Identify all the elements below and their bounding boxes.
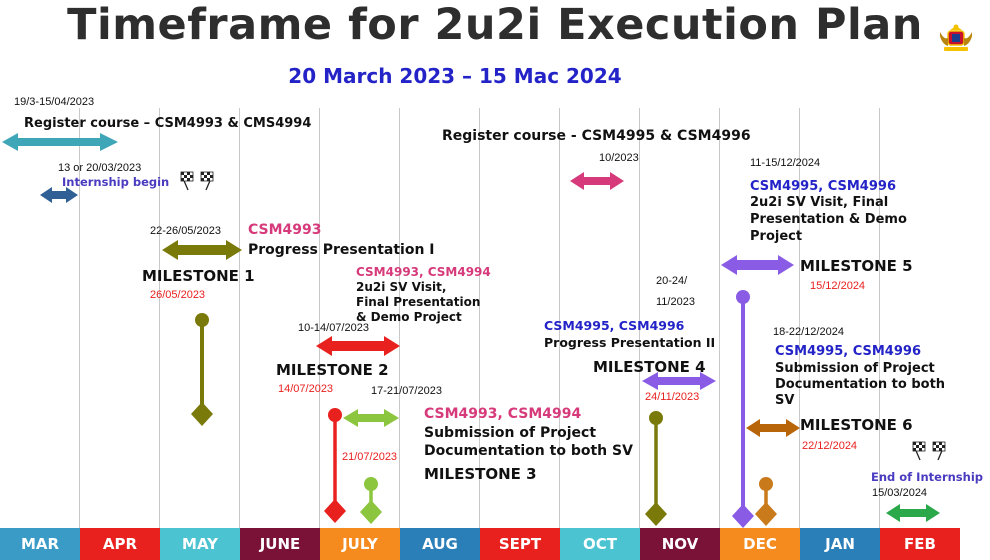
month-cell: AUG <box>400 528 480 560</box>
month-cell: DEC <box>720 528 800 560</box>
milestone-5-date: 11-15/12/2024 <box>750 157 821 169</box>
milestone-6-red-date: 22/12/2024 <box>802 440 858 452</box>
milestone-3-code: CSM4993, CSM4994 <box>424 406 582 422</box>
register-1-date: 19/3-15/04/2023 <box>14 96 95 108</box>
grid-line <box>639 108 640 528</box>
milestone-4-red-date: 24/11/2023 <box>645 391 700 403</box>
milestone-6-line1: Submission of Project <box>775 361 935 376</box>
milestone-1-text: Progress Presentation I <box>248 242 435 258</box>
milestone-2-line1: 2u2i SV Visit, <box>356 280 447 294</box>
milestone-3-arrow <box>343 409 399 427</box>
month-cell: SEPT <box>480 528 560 560</box>
milestone-4-marker <box>645 411 667 526</box>
milestone-6-code: CSM4995, CSM4996 <box>775 344 921 359</box>
month-cell: JULY <box>320 528 400 560</box>
register-arrow-1 <box>2 133 118 151</box>
milestone-5-line3: Project <box>750 229 803 244</box>
grid-line <box>239 108 240 528</box>
milestone-3-marker <box>360 477 382 524</box>
month-cell: NOV <box>640 528 720 560</box>
internship-text: Internship begin <box>62 175 170 189</box>
month-cell: APR <box>80 528 160 560</box>
milestone-2-line2: Final Presentation <box>356 295 481 309</box>
milestone-6-arrow <box>746 419 800 437</box>
milestone-2-label: MILESTONE 2 <box>276 361 389 379</box>
grid-line <box>399 108 400 528</box>
milestone-4-label: MILESTONE 4 <box>593 358 706 376</box>
milestone-1-code: CSM4993 <box>248 222 322 238</box>
milestone-3-line2: Documentation to both SV <box>424 443 633 459</box>
month-cell: MAY <box>160 528 240 560</box>
milestone-5-line1: 2u2i SV Visit, Final <box>750 195 889 210</box>
month-cell: JAN <box>800 528 880 560</box>
grid-line <box>719 108 720 528</box>
milestone-4-arrow <box>642 372 716 390</box>
milestone-3-line1: Submission of Project <box>424 425 597 441</box>
end-internship-date: 15/03/2024 <box>872 487 928 499</box>
register-2-date: 10/2023 <box>599 152 639 164</box>
grid-line <box>79 108 80 528</box>
milestone-1-red-date: 26/05/2023 <box>150 289 206 301</box>
milestone-4-text: Progress Presentation II <box>544 335 716 350</box>
milestone-1-marker <box>191 313 213 426</box>
register-arrow-2 <box>570 172 624 190</box>
grid-line <box>319 108 320 528</box>
checkered-flag-icon <box>912 441 946 461</box>
month-cell: OCT <box>560 528 640 560</box>
page-subtitle: 20 March 2023 – 15 Mac 2024 <box>288 64 622 88</box>
milestone-2-marker <box>324 408 346 523</box>
grid-line <box>559 108 560 528</box>
milestone-2-line3: & Demo Project <box>356 310 462 324</box>
milestone-5-label: MILESTONE 5 <box>800 257 913 275</box>
internship-arrow <box>40 187 78 203</box>
grid-line <box>799 108 800 528</box>
milestone-6-line2: Documentation to both <box>775 377 946 392</box>
milestone-6-date: 18-22/12/2024 <box>773 326 844 338</box>
grid-line <box>159 108 160 528</box>
end-internship-text: End of Internship <box>871 470 984 484</box>
milestone-2-red-date: 14/07/2023 <box>278 383 334 395</box>
checkered-flag-icon <box>180 171 214 191</box>
milestone-1-label: MILESTONE 1 <box>142 267 255 285</box>
milestone-5-red-date: 15/12/2024 <box>810 280 866 292</box>
milestone-5-code: CSM4995, CSM4996 <box>750 179 896 194</box>
milestone-6-label: MILESTONE 6 <box>800 416 913 434</box>
milestone-6-line3: SV <box>775 393 795 408</box>
page-title: Timeframe for 2u2i Execution Plan <box>67 0 923 50</box>
milestone-4-date-part2: 11/2023 <box>656 296 695 308</box>
milestone-3-date: 17-21/07/2023 <box>371 385 442 397</box>
milestone-6-marker <box>755 477 777 526</box>
coat-of-arms-icon <box>940 24 972 51</box>
milestone-1-date: 22-26/05/2023 <box>150 225 221 237</box>
end-internship-arrow <box>886 504 940 522</box>
milestone-3-red-date: 21/07/2023 <box>342 451 398 463</box>
month-cell: MAR <box>0 528 80 560</box>
milestone-2-date: 10-14/07/2023 <box>298 322 369 334</box>
register-1-text: Register course – CSM4993 & CMS4994 <box>24 116 312 131</box>
milestone-5-marker <box>732 290 754 528</box>
month-cell: JUNE <box>240 528 320 560</box>
milestone-5-arrow <box>721 255 794 275</box>
month-cell: FEB <box>880 528 960 560</box>
register-2-text: Register course - CSM4995 & CSM4996 <box>442 128 751 144</box>
milestone-2-arrow <box>316 336 400 356</box>
milestone-3-label: MILESTONE 3 <box>424 465 537 483</box>
milestone-5-line2: Presentation & Demo <box>750 212 907 227</box>
milestone-4-code: CSM4995, CSM4996 <box>544 318 685 333</box>
milestone-4-date-part1: 20-24/ <box>656 275 688 287</box>
grid-line <box>479 108 480 528</box>
grid-line <box>879 108 880 528</box>
internship-date: 13 or 20/03/2023 <box>58 162 142 174</box>
milestone-2-code: CSM4993, CSM4994 <box>356 265 491 279</box>
milestone-1-arrow <box>162 240 242 260</box>
